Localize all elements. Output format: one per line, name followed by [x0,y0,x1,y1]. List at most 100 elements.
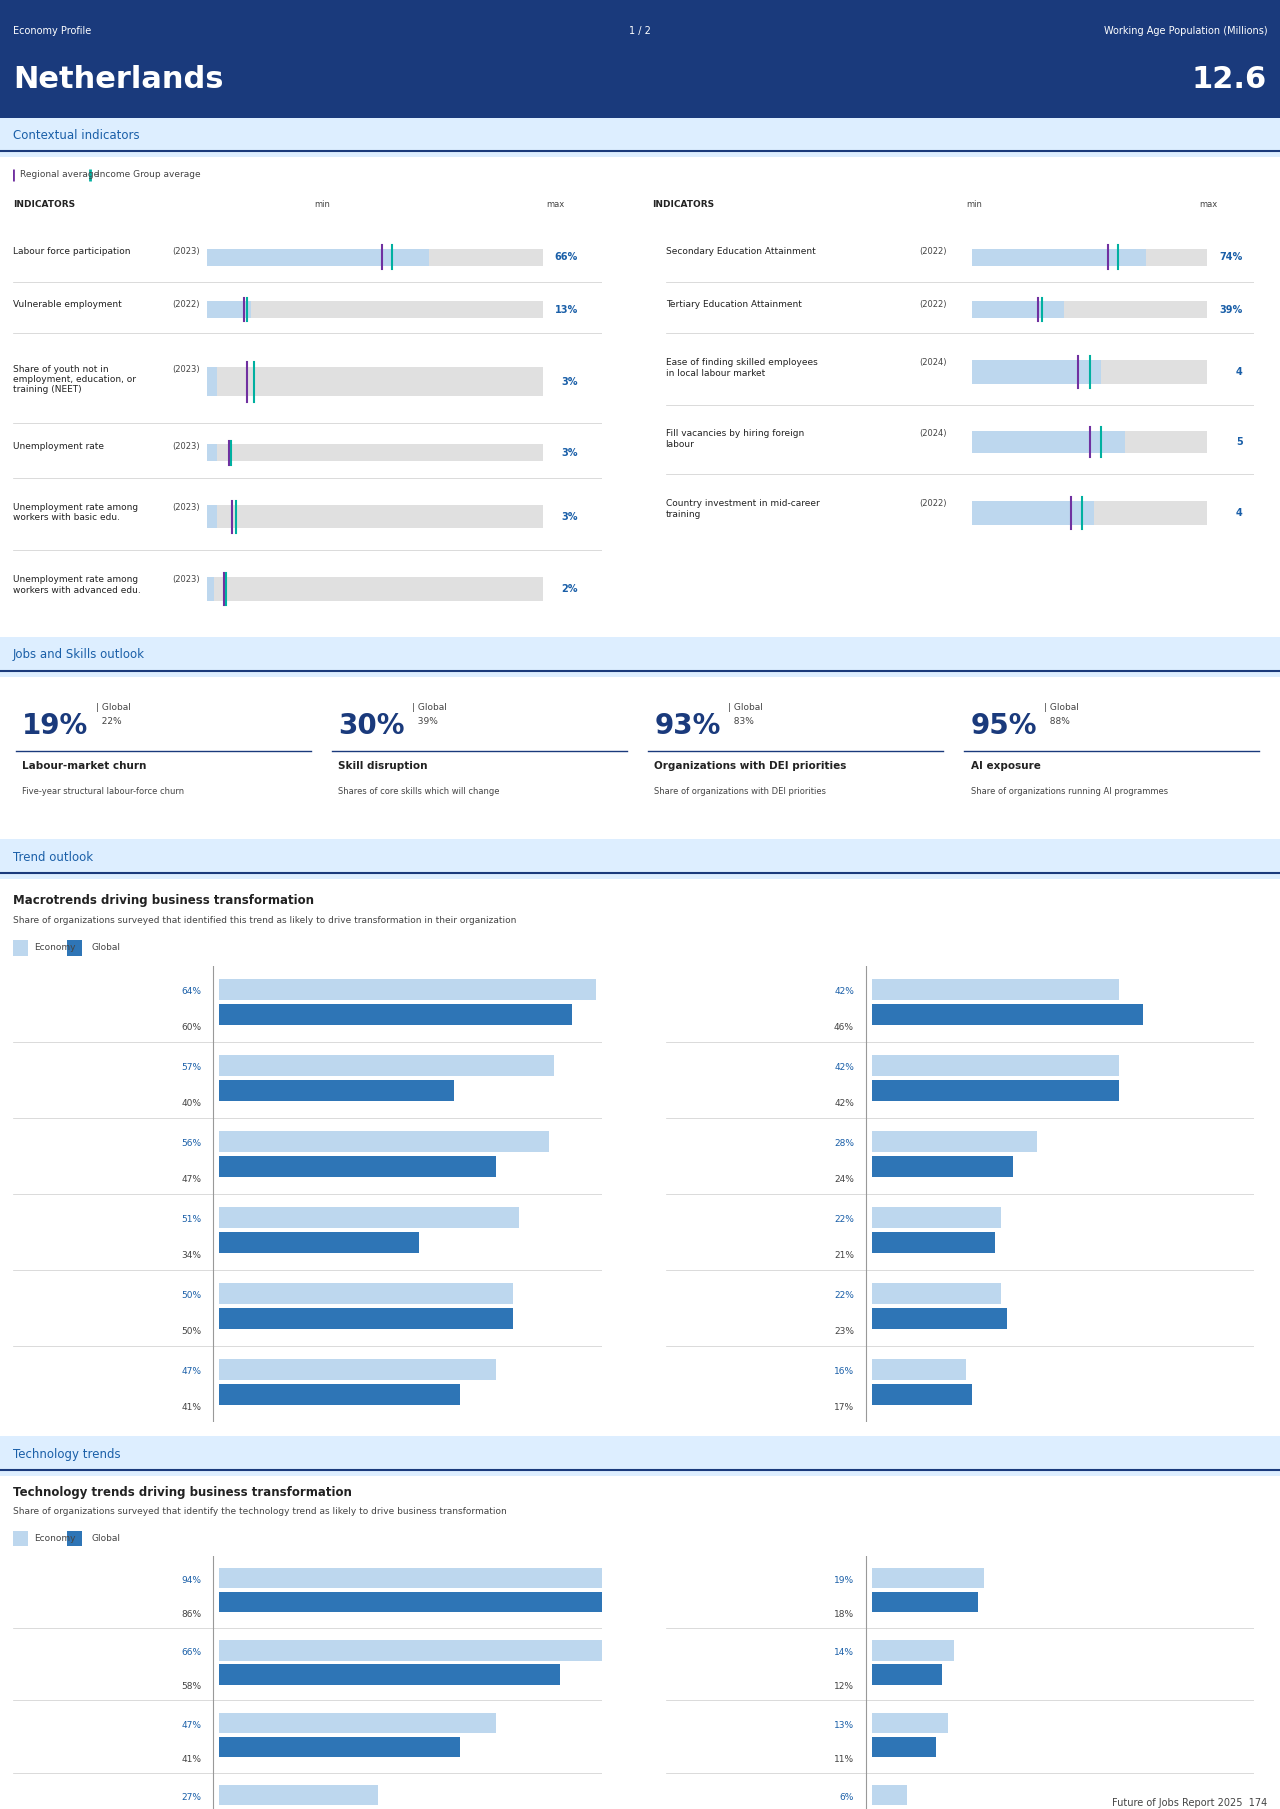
Text: 22%: 22% [96,718,122,727]
Text: Macrotrends driving business transformation: Macrotrends driving business transformat… [13,894,314,906]
Text: Regional average: Regional average [20,170,100,179]
Text: | Global: | Global [412,704,447,713]
Text: 66%: 66% [180,1648,201,1657]
Bar [872,1232,996,1254]
Text: INDICATORS: INDICATORS [13,201,76,208]
Text: Labour force participation: Labour force participation [13,248,131,255]
Text: 50%: 50% [180,1328,201,1335]
Text: Fill vacancies by hiring foreign
labour: Fill vacancies by hiring foreign labour [666,429,804,449]
Text: Economy: Economy [35,944,76,952]
Bar [219,1131,549,1152]
Text: Share of organizations surveyed that identified this trend as likely to drive tr: Share of organizations surveyed that ide… [13,915,516,924]
Text: 6%: 6% [840,1793,854,1802]
Bar [219,1641,608,1661]
Text: 27%: 27% [182,1793,201,1802]
Text: 3%: 3% [562,376,579,387]
Text: min: min [966,201,982,208]
Bar [219,1080,454,1102]
Text: 57%: 57% [180,1064,201,1073]
Text: Jobs and Skills outlook: Jobs and Skills outlook [13,648,145,660]
Text: min: min [314,201,330,208]
Bar [972,431,1125,454]
Text: Five-year structural labour-force churn: Five-year structural labour-force churn [22,787,184,796]
Text: 18%: 18% [833,1610,854,1619]
Bar [872,1568,983,1588]
Bar [207,577,543,601]
Bar [219,979,595,1000]
Text: Unemployment rate: Unemployment rate [13,443,104,450]
Text: Netherlands: Netherlands [13,65,223,94]
Text: 14%: 14% [835,1648,854,1657]
Text: (2023): (2023) [172,575,200,584]
Text: 21%: 21% [835,1252,854,1259]
Bar [67,1532,82,1545]
Text: Ease of finding skilled employees
in local labour market: Ease of finding skilled employees in loc… [666,358,818,378]
Bar [872,979,1119,1000]
Text: Income Group average: Income Group average [97,170,201,179]
Bar [219,1359,495,1380]
Bar [207,248,429,266]
Text: max: max [547,201,564,208]
Bar [972,501,1094,525]
Bar [13,941,28,955]
Text: Share of organizations surveyed that identify the technology trend as likely to : Share of organizations surveyed that ide… [13,1507,507,1516]
Text: Working Age Population (Millions): Working Age Population (Millions) [1103,25,1267,36]
Text: 17%: 17% [833,1404,854,1411]
Bar [972,248,1146,266]
Text: 3%: 3% [562,512,579,521]
Text: (2022): (2022) [919,499,946,508]
Text: (2024): (2024) [919,358,946,367]
Bar [207,302,251,318]
Text: Vulnerable employment: Vulnerable employment [13,300,122,309]
Text: (2022): (2022) [172,300,200,309]
Text: Unemployment rate among
workers with advanced edu.: Unemployment rate among workers with adv… [13,575,141,595]
Bar [872,1713,948,1733]
Text: 41%: 41% [182,1404,201,1411]
Text: 39%: 39% [412,718,438,727]
Text: Global: Global [92,1534,120,1543]
Text: Contextual indicators: Contextual indicators [13,128,140,141]
Text: 30%: 30% [338,711,404,740]
Text: 2%: 2% [562,584,579,593]
Bar [872,1308,1007,1330]
Bar [219,1713,495,1733]
Text: Tertiary Education Attainment: Tertiary Education Attainment [666,300,801,309]
Bar [872,1156,1012,1178]
Bar [207,248,543,266]
Text: 83%: 83% [728,718,754,727]
Text: 42%: 42% [835,1100,854,1107]
Text: Global: Global [92,944,120,952]
Bar [872,1004,1143,1026]
Bar [872,1664,942,1684]
Bar [219,1785,378,1805]
Text: (2023): (2023) [172,503,200,512]
Bar [219,1384,461,1406]
Text: 60%: 60% [180,1024,201,1031]
Bar [872,1055,1119,1076]
Bar [219,1592,726,1612]
Text: 4: 4 [1236,367,1243,376]
Text: Secondary Education Attainment: Secondary Education Attainment [666,248,815,255]
Text: 12%: 12% [835,1682,854,1691]
Bar [67,941,82,955]
Text: 50%: 50% [180,1292,201,1301]
Text: 39%: 39% [1220,304,1243,315]
Text: 16%: 16% [833,1368,854,1377]
Bar [872,1592,978,1612]
Text: 42%: 42% [835,1064,854,1073]
Text: 56%: 56% [180,1140,201,1149]
Text: | Global: | Global [1044,704,1079,713]
Text: (2022): (2022) [919,300,946,309]
Text: 93%: 93% [654,711,721,740]
Text: 95%: 95% [970,711,1037,740]
Bar [872,1737,937,1757]
Text: Labour-market churn: Labour-market churn [22,762,146,771]
Text: 13%: 13% [554,304,579,315]
Text: 22%: 22% [835,1216,854,1225]
Bar [872,1131,1037,1152]
Text: 47%: 47% [182,1720,201,1729]
Text: 58%: 58% [180,1682,201,1691]
Bar [872,1641,954,1661]
Text: Trend outlook: Trend outlook [13,850,93,863]
Bar [972,360,1101,384]
